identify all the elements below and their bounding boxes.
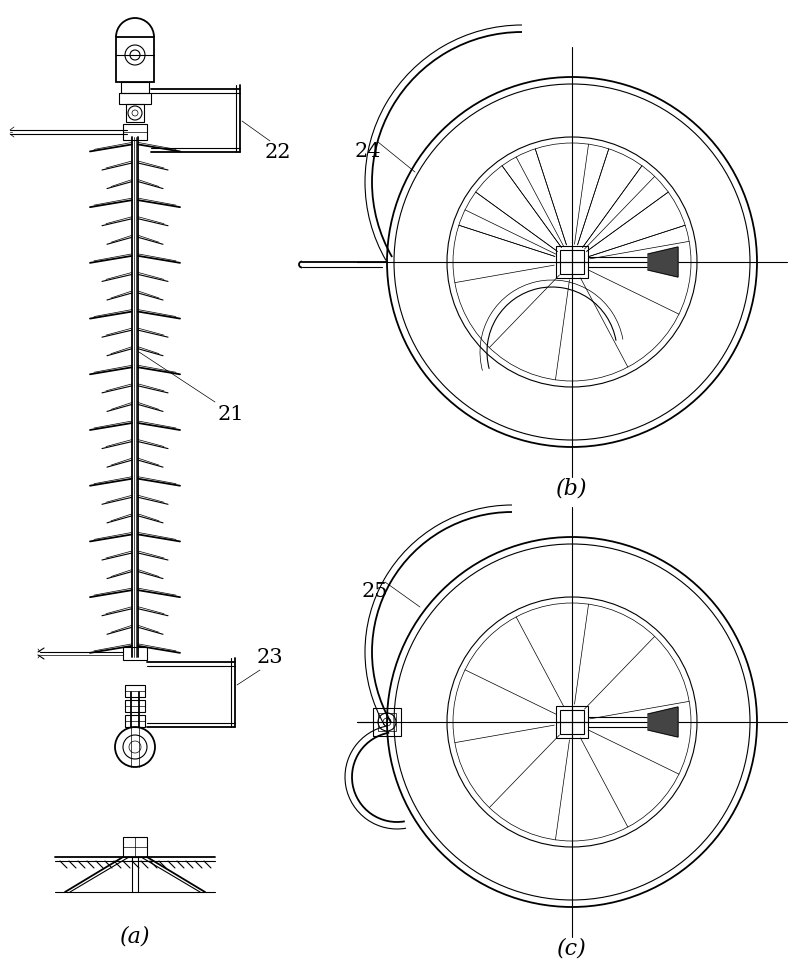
Bar bbox=[378, 713, 396, 731]
Text: (a): (a) bbox=[120, 925, 150, 947]
Bar bbox=[125, 715, 145, 727]
Polygon shape bbox=[648, 707, 678, 737]
Bar bbox=[126, 104, 144, 122]
Bar bbox=[116, 37, 154, 82]
Bar bbox=[119, 93, 151, 104]
Bar bbox=[123, 837, 147, 857]
Text: 24: 24 bbox=[355, 142, 382, 161]
Bar bbox=[125, 700, 145, 712]
Bar bbox=[121, 82, 149, 93]
Text: 22: 22 bbox=[265, 143, 291, 162]
Bar bbox=[125, 685, 145, 697]
Bar bbox=[560, 710, 584, 734]
Text: (c): (c) bbox=[557, 937, 587, 959]
Bar bbox=[556, 246, 588, 278]
Text: 23: 23 bbox=[257, 648, 284, 667]
Bar bbox=[560, 250, 584, 274]
Text: 21: 21 bbox=[218, 405, 245, 424]
Polygon shape bbox=[648, 247, 678, 277]
Bar bbox=[123, 124, 147, 140]
Bar bbox=[373, 708, 401, 736]
Bar bbox=[123, 647, 147, 660]
Bar bbox=[556, 706, 588, 738]
Text: (b): (b) bbox=[556, 477, 588, 499]
Text: 25: 25 bbox=[362, 582, 389, 601]
